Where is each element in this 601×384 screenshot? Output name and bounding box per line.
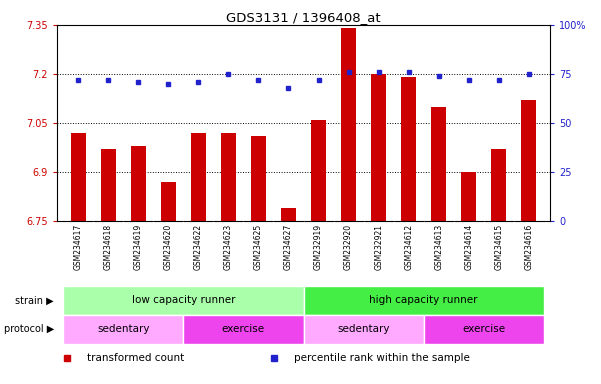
Text: GSM234613: GSM234613 bbox=[435, 224, 443, 270]
Text: sedentary: sedentary bbox=[97, 324, 150, 334]
Text: sedentary: sedentary bbox=[337, 324, 390, 334]
Bar bbox=[462, 172, 477, 221]
Bar bbox=[221, 133, 236, 221]
Bar bbox=[131, 146, 146, 221]
Bar bbox=[71, 133, 85, 221]
Bar bbox=[424, 315, 544, 344]
Bar bbox=[492, 149, 506, 221]
Text: percentile rank within the sample: percentile rank within the sample bbox=[294, 353, 469, 363]
Bar bbox=[401, 77, 416, 221]
Text: GSM234616: GSM234616 bbox=[525, 224, 533, 270]
Bar bbox=[432, 107, 446, 221]
Text: GSM234612: GSM234612 bbox=[404, 224, 413, 270]
Bar bbox=[341, 28, 356, 221]
Text: transformed count: transformed count bbox=[87, 353, 184, 363]
Bar bbox=[161, 182, 176, 221]
Bar bbox=[63, 286, 304, 315]
Text: strain ▶: strain ▶ bbox=[16, 295, 54, 306]
Bar bbox=[371, 74, 386, 221]
Text: GSM232921: GSM232921 bbox=[374, 224, 383, 270]
Text: GSM234623: GSM234623 bbox=[224, 224, 233, 270]
Text: exercise: exercise bbox=[462, 324, 505, 334]
Bar bbox=[191, 133, 206, 221]
Bar bbox=[304, 315, 424, 344]
Text: high capacity runner: high capacity runner bbox=[370, 295, 478, 306]
Bar bbox=[63, 315, 183, 344]
Bar bbox=[281, 208, 296, 221]
Text: GSM234614: GSM234614 bbox=[465, 224, 473, 270]
Text: GSM234622: GSM234622 bbox=[194, 224, 203, 270]
Text: GSM234619: GSM234619 bbox=[134, 224, 142, 270]
Text: exercise: exercise bbox=[222, 324, 265, 334]
Bar bbox=[522, 100, 537, 221]
Bar bbox=[311, 120, 326, 221]
Text: protocol ▶: protocol ▶ bbox=[4, 324, 54, 334]
Bar bbox=[100, 149, 115, 221]
Bar bbox=[304, 286, 544, 315]
Text: GSM234627: GSM234627 bbox=[284, 224, 293, 270]
Text: GSM232920: GSM232920 bbox=[344, 224, 353, 270]
Text: GSM234617: GSM234617 bbox=[74, 224, 82, 270]
Text: GSM234620: GSM234620 bbox=[164, 224, 172, 270]
Bar bbox=[251, 136, 266, 221]
Text: GSM234618: GSM234618 bbox=[104, 224, 112, 270]
Text: GSM234625: GSM234625 bbox=[254, 224, 263, 270]
Text: GSM232919: GSM232919 bbox=[314, 224, 323, 270]
Title: GDS3131 / 1396408_at: GDS3131 / 1396408_at bbox=[226, 11, 381, 24]
Bar bbox=[183, 315, 304, 344]
Text: low capacity runner: low capacity runner bbox=[132, 295, 235, 306]
Text: GSM234615: GSM234615 bbox=[495, 224, 503, 270]
